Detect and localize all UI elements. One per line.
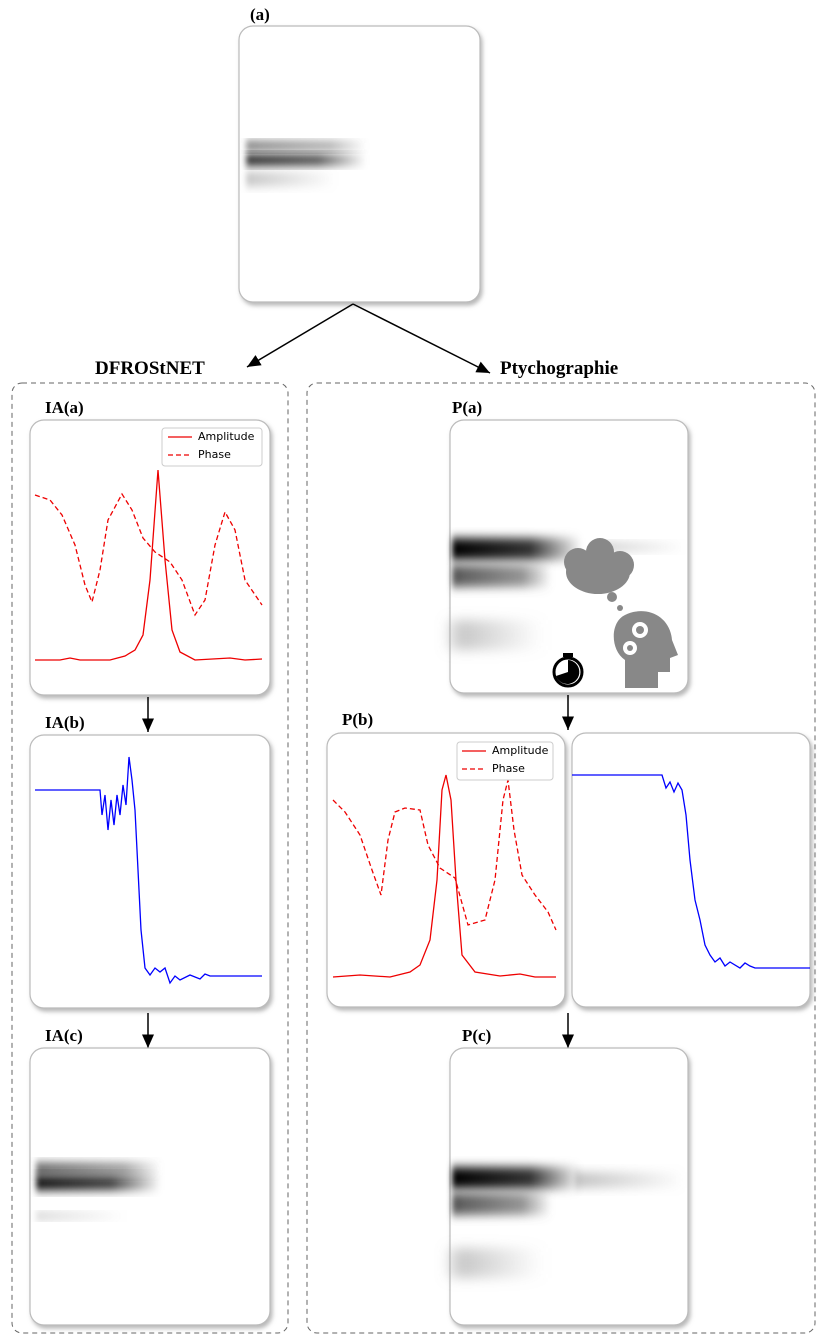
- legend-label: Amplitude: [198, 430, 255, 443]
- panel-label: P(c): [462, 1026, 491, 1045]
- panel: [30, 735, 270, 1008]
- legend-label: Phase: [492, 762, 525, 775]
- panel-label: IA(a): [45, 398, 84, 417]
- arrow: [353, 304, 490, 373]
- diagram: (a) DFROStNET Ptychographie IA(a) Amplit…: [0, 0, 817, 1337]
- legend-label: Phase: [198, 448, 231, 461]
- legend: Amplitude Phase: [162, 428, 262, 466]
- legend-label: Amplitude: [492, 744, 549, 757]
- top-label: (a): [250, 5, 270, 24]
- branch-title: Ptychographie: [500, 358, 618, 379]
- panel-label: IA(b): [45, 713, 85, 732]
- arrow: [247, 304, 353, 367]
- panel-label: P(a): [452, 398, 482, 417]
- legend: Amplitude Phase: [457, 742, 553, 780]
- branch-title: DFROStNET: [95, 358, 205, 379]
- panel-label: IA(c): [45, 1026, 83, 1045]
- panel-label: P(b): [342, 710, 373, 729]
